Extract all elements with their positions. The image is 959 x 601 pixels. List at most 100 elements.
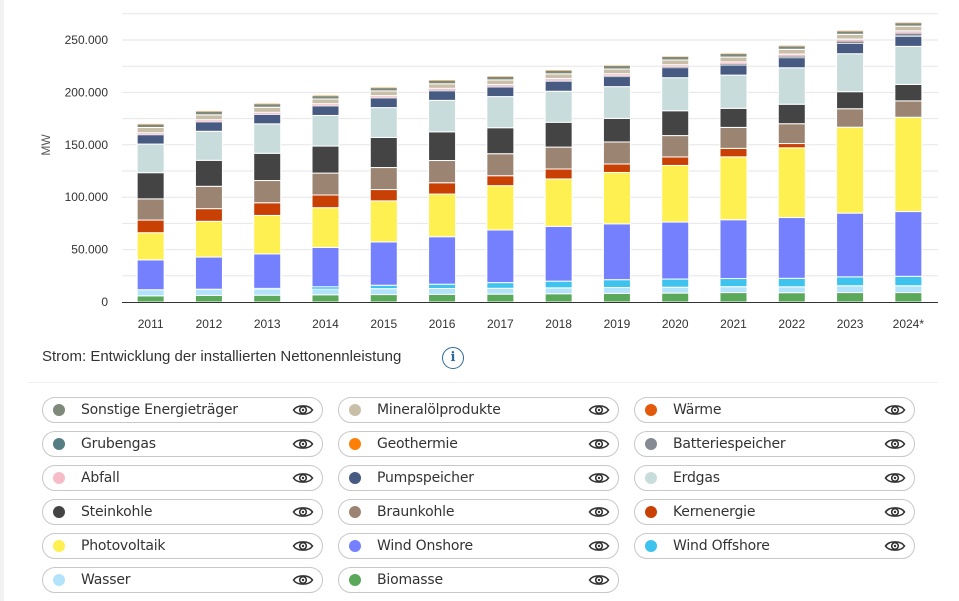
bar-segment-braunkohle[interactable] [194,185,223,210]
bar-segment-batteriespeicher[interactable] [778,55,806,58]
eye-icon[interactable] [884,437,906,451]
bar-segment-steinkohle[interactable] [719,107,748,128]
bar-segment-geothermie[interactable] [894,22,923,24]
bar-segment-biomasse[interactable] [253,294,282,303]
bar-segment-steinkohle[interactable] [486,127,515,155]
bar-segment-photovoltaik[interactable] [602,171,631,225]
bar-segment-kernenergie[interactable] [777,143,806,149]
bar-segment-photovoltaik[interactable] [194,220,223,258]
bar-segment-braunkohle[interactable] [544,146,573,170]
eye-icon[interactable] [588,573,610,587]
bar-segment-pumpspeicher[interactable] [194,121,223,132]
bar-segment-mineralölprodukte[interactable] [311,98,340,105]
bar-segment-biomasse[interactable] [836,292,865,303]
bar-segment-wasser[interactable] [661,286,690,294]
legend-item-batteriespeicher[interactable]: Batteriespeicher [634,431,915,457]
bar-segment-pumpspeicher[interactable] [311,105,340,116]
bar-segment-pumpspeicher[interactable] [894,35,923,47]
bar-segment-steinkohle[interactable] [777,103,806,125]
bar-segment-wasser[interactable] [894,285,923,294]
bar-segment-photovoltaik[interactable] [544,178,573,227]
bar-segment-biomasse[interactable] [602,292,631,303]
bar-segment-wind-onshore[interactable] [428,236,457,285]
bar-segment-wasser[interactable] [194,289,223,296]
bar-stack-2018[interactable] [544,69,573,303]
bar-segment-wind-offshore[interactable] [719,278,748,288]
bar-segment-steinkohle[interactable] [136,172,165,200]
bar-segment-mineralölprodukte[interactable] [661,59,690,66]
eye-icon[interactable] [588,437,610,451]
eye-icon[interactable] [292,573,314,587]
bar-segment-wind-onshore[interactable] [253,253,282,289]
eye-icon[interactable] [884,403,906,417]
info-icon[interactable]: i [442,347,464,369]
bar-segment-wind-onshore[interactable] [602,223,631,281]
bar-segment-mineralölprodukte[interactable] [486,79,515,85]
eye-icon[interactable] [588,539,610,553]
bar-segment-photovoltaik[interactable] [253,214,282,255]
bar-segment-geothermie[interactable] [719,53,748,55]
eye-icon[interactable] [588,403,610,417]
bar-segment-mineralölprodukte[interactable] [777,48,806,55]
bar-segment-geothermie[interactable] [370,87,398,89]
bar-segment-erdgas[interactable] [777,67,806,105]
bar-segment-braunkohle[interactable] [777,123,806,145]
bar-segment-mineralölprodukte[interactable] [602,68,631,75]
bar-segment-kernenergie[interactable] [486,175,515,187]
bar-stack-2023[interactable] [836,30,865,303]
bar-segment-photovoltaik[interactable] [719,156,748,221]
bar-segment-erdgas[interactable] [369,107,398,138]
legend-item-wind-onshore[interactable]: Wind Onshore [338,533,619,559]
bar-segment-geothermie[interactable] [428,79,456,81]
bar-segment-wind-onshore[interactable] [544,225,573,282]
legend-item-mineralölprodukte[interactable]: Mineralölprodukte [338,397,619,423]
bar-segment-pumpspeicher[interactable] [544,80,573,92]
bar-segment-geothermie[interactable] [603,65,631,66]
bar-segment-mineralölprodukte[interactable] [194,114,223,121]
bar-segment-braunkohle[interactable] [719,126,748,149]
bar-segment-pumpspeicher[interactable] [369,97,398,109]
bar-segment-erdgas[interactable] [544,90,573,123]
bar-stack-2015[interactable] [369,86,398,303]
bar-stack-2024[interactable] [894,21,923,303]
bar-segment-wasser[interactable] [253,288,282,296]
legend-item-wasser[interactable]: Wasser [42,567,323,593]
bar-segment-wind-onshore[interactable] [719,219,748,280]
legend-item-sonstige-energieträger[interactable]: Sonstige Energieträger [42,397,323,423]
bar-segment-wind-onshore[interactable] [661,221,690,280]
bar-segment-biomasse[interactable] [194,294,223,303]
bar-segment-batteriespeicher[interactable] [836,41,864,44]
bar-segment-steinkohle[interactable] [894,83,923,102]
legend-item-wind-offshore[interactable]: Wind Offshore [634,533,915,559]
bar-segment-geothermie[interactable] [836,30,864,32]
bar-segment-photovoltaik[interactable] [428,193,457,238]
bar-segment-wasser[interactable] [136,289,165,297]
bar-stack-2011[interactable] [136,123,165,303]
bar-segment-geothermie[interactable] [661,56,689,57]
bar-segment-wasser[interactable] [777,286,806,294]
bar-segment-wind-onshore[interactable] [777,217,806,279]
bar-segment-braunkohle[interactable] [661,135,690,158]
legend-item-braunkohle[interactable]: Braunkohle [338,499,619,525]
bar-stack-2017[interactable] [486,75,515,303]
bar-segment-steinkohle[interactable] [602,117,631,143]
bar-segment-pumpspeicher[interactable] [661,67,690,79]
bar-segment-braunkohle[interactable] [486,153,515,177]
bar-segment-kernenergie[interactable] [544,168,573,180]
bar-segment-steinkohle[interactable] [661,110,690,137]
bar-segment-erdgas[interactable] [894,45,923,85]
bar-segment-mineralölprodukte[interactable] [428,83,457,89]
eye-icon[interactable] [292,539,314,553]
legend-item-abfall[interactable]: Abfall [42,465,323,491]
legend-item-kernenergie[interactable]: Kernenergie [634,499,915,525]
legend-item-erdgas[interactable]: Erdgas [634,465,915,491]
bar-segment-erdgas[interactable] [311,114,340,147]
bar-stack-2019[interactable] [602,64,631,303]
bar-segment-mineralölprodukte[interactable] [253,106,282,113]
bar-stack-2016[interactable] [428,79,457,303]
bar-segment-pumpspeicher[interactable] [777,57,806,69]
bar-stack-2022[interactable] [777,45,806,303]
bar-segment-wind-onshore[interactable] [194,256,223,290]
bar-segment-wind-offshore[interactable] [544,280,573,289]
bar-segment-wind-offshore[interactable] [777,277,806,288]
